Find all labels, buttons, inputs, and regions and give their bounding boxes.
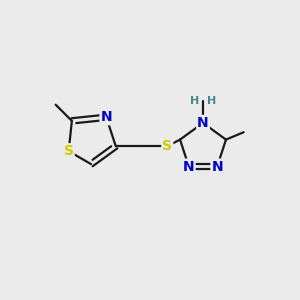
- Text: N: N: [197, 116, 209, 130]
- Text: N: N: [100, 110, 112, 124]
- Text: H: H: [190, 96, 200, 106]
- Text: S: S: [162, 139, 172, 153]
- Text: N: N: [183, 160, 195, 174]
- Text: N: N: [212, 160, 223, 174]
- Text: H: H: [207, 96, 216, 106]
- Text: S: S: [64, 144, 74, 158]
